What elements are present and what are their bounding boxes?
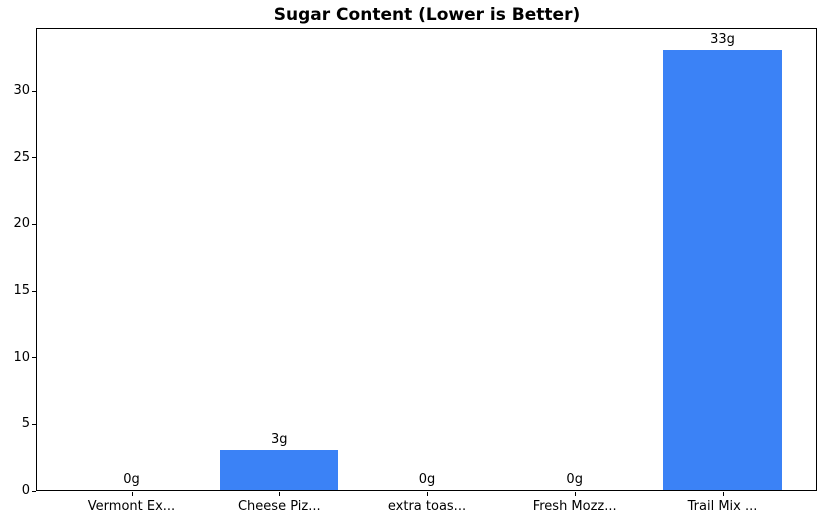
y-tick-label: 10 bbox=[13, 349, 30, 365]
bar-value-label: 0g bbox=[123, 472, 140, 487]
y-tick-label: 30 bbox=[13, 83, 30, 98]
y-tick-label: 20 bbox=[13, 216, 30, 232]
bar-value-label: 0g bbox=[418, 472, 436, 487]
bar-value-label: 0g bbox=[566, 472, 583, 487]
y-tick-mark bbox=[32, 290, 36, 292]
y-tick-label: 0 bbox=[21, 483, 30, 498]
x-tick-label: Trail Mix ... bbox=[687, 499, 758, 514]
bar-value-label: 3g bbox=[271, 432, 288, 447]
y-tick-label: 5 bbox=[21, 416, 30, 432]
bar-1 bbox=[220, 450, 339, 490]
y-tick-mark bbox=[32, 223, 36, 225]
x-tick-label: extra toas... bbox=[387, 499, 467, 514]
chart-title: Sugar Content (Lower is Better) bbox=[273, 5, 581, 25]
y-tick-mark bbox=[32, 357, 36, 359]
x-tick-mark bbox=[427, 492, 428, 496]
x-tick-mark bbox=[131, 492, 133, 496]
x-tick-label: Vermont Ex... bbox=[87, 499, 176, 514]
x-tick-mark bbox=[574, 492, 576, 496]
y-tick-mark bbox=[32, 423, 36, 425]
x-tick-label: Fresh Mozz... bbox=[532, 499, 617, 514]
plot-area: 0g 3g 0g 0g 33g bbox=[36, 28, 817, 491]
bar-value-label: 33g bbox=[710, 32, 735, 47]
x-tick-label: Cheese Piz... bbox=[237, 499, 321, 514]
y-tick-mark bbox=[32, 90, 36, 92]
y-tick-label: 25 bbox=[13, 149, 30, 165]
y-tick-mark bbox=[32, 157, 36, 159]
y-tick-mark bbox=[32, 490, 36, 492]
x-tick-mark bbox=[722, 492, 724, 496]
x-tick-mark bbox=[279, 492, 281, 496]
y-tick-label: 15 bbox=[13, 283, 30, 298]
bar-4 bbox=[663, 50, 782, 490]
